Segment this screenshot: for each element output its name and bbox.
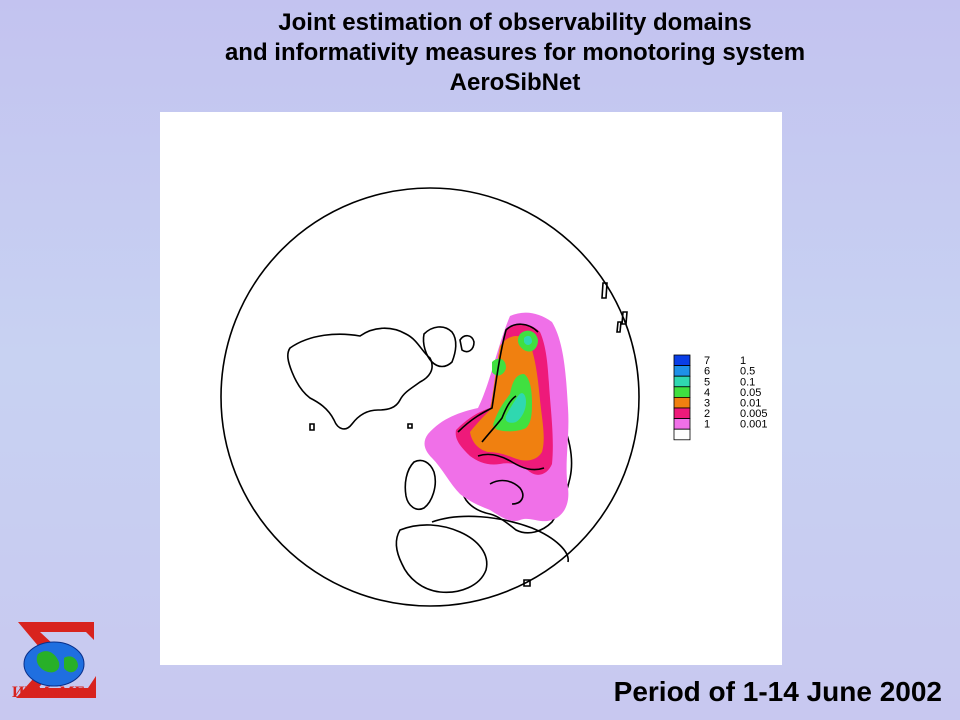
period-caption: Period of 1-14 June 2002: [613, 676, 942, 707]
legend-value: 0.5: [740, 366, 755, 378]
legend-swatch: [673, 365, 691, 377]
observability-domain: [424, 312, 569, 522]
legend-value: 0.05: [740, 387, 761, 399]
legend-swatch: [673, 386, 691, 398]
legend-swatch: [673, 396, 691, 409]
title-line-1: Joint estimation of observability domain…: [278, 9, 752, 36]
legend-value: 0.005: [740, 408, 768, 420]
map-panel: 7 1 6 0.5 5 0.1 4 0.05 3 0.01 2 0.005 1 0.001: [160, 112, 782, 665]
legend-swatch: [673, 407, 691, 420]
institute-logo: [16, 622, 96, 698]
legend-value: 0.001: [740, 419, 768, 431]
globe-outline: [220, 187, 640, 607]
legend-swatch: [673, 428, 691, 441]
legend-level: 5: [704, 376, 710, 388]
polar-map: 7 1 6 0.5 5 0.1 4 0.05 3 0.01 2 0.005 1 0.001: [220, 187, 768, 607]
legend-level: 1: [704, 419, 710, 431]
slide-title: Joint estimation of observability domain…: [0, 8, 960, 98]
land-shape: [64, 656, 78, 673]
legend-value: 0.01: [740, 398, 761, 410]
title-line-3: AeroSibNet: [449, 69, 581, 96]
logo-text: ИВМиМГ: [12, 684, 85, 701]
domain-contours: [457, 323, 545, 505]
legend: 7 1 6 0.5 5 0.1 4 0.05 3 0.01 2 0.005 1 0.001: [673, 354, 768, 441]
legend-value: 1: [740, 355, 746, 367]
legend-swatch: [673, 375, 691, 388]
legend-swatch: [673, 354, 691, 367]
land-shape: [36, 651, 60, 673]
legend-level: 7: [704, 355, 710, 367]
legend-level: 4: [704, 387, 710, 399]
title-line-2: and informativity measures for monotorin…: [224, 39, 806, 66]
legend-level: 2: [704, 408, 710, 420]
legend-swatch: [673, 418, 691, 430]
legend-level: 6: [704, 366, 710, 378]
legend-level: 3: [704, 398, 710, 410]
legend-value: 0.1: [740, 376, 755, 388]
